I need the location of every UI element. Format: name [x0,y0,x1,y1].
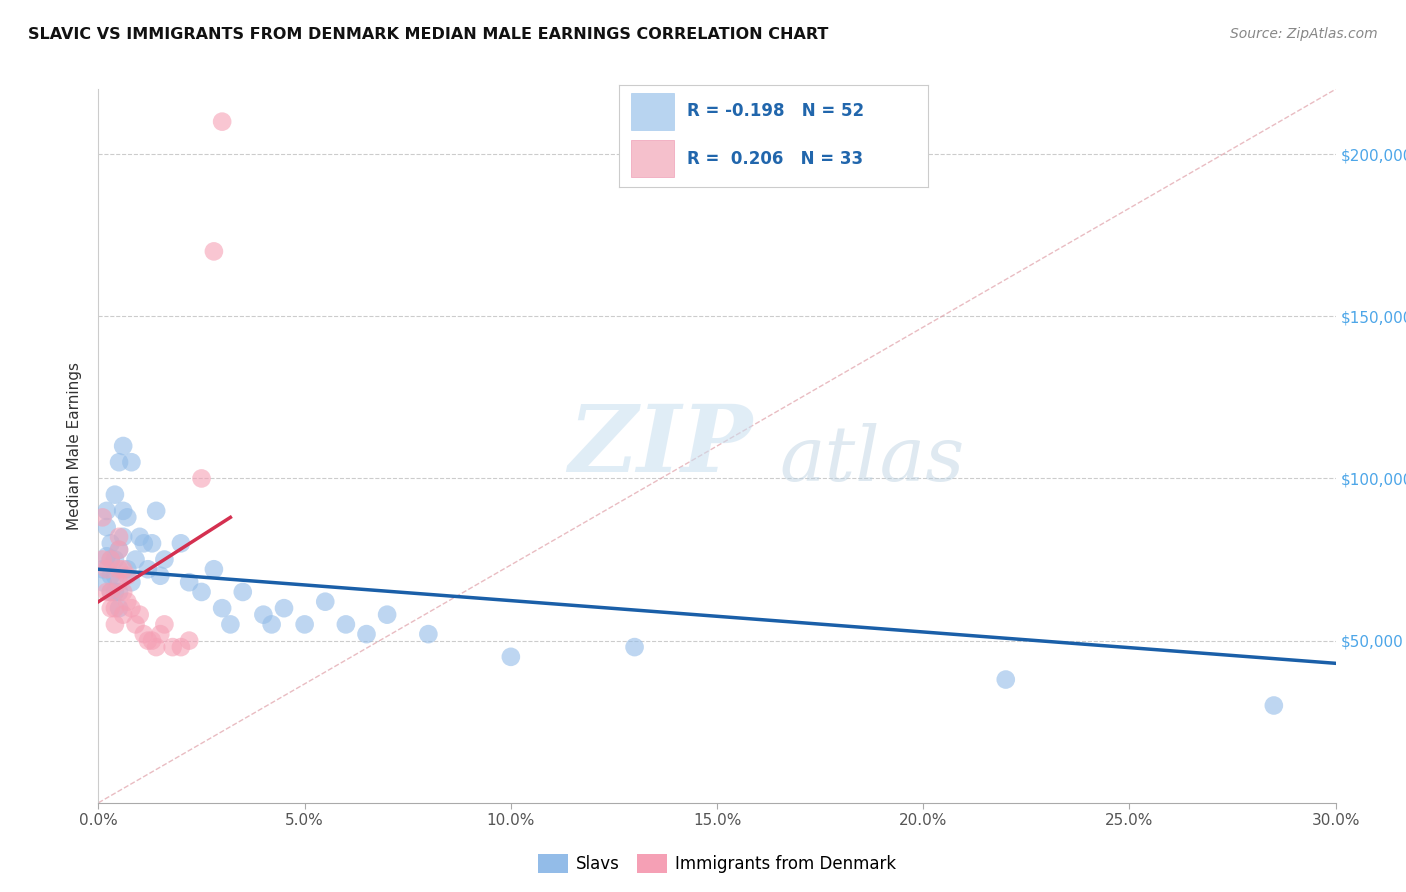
Point [375,607,398,622]
Text: Source: ZipAtlas.com: Source: ZipAtlas.com [1230,27,1378,41]
Point [96,520,118,534]
Point [211,114,233,128]
Point [132,536,155,550]
Point [108,542,131,557]
Point [104,601,127,615]
Point [136,633,159,648]
Point [128,530,150,544]
Point [117,510,139,524]
Point [128,607,150,622]
Point [100,601,122,615]
Point [108,562,131,576]
Point [170,640,193,654]
Point [994,673,1017,687]
Point [100,552,122,566]
Text: ZIP: ZIP [568,401,752,491]
Point [96,504,118,518]
Point [112,562,135,576]
Point [260,617,283,632]
Point [100,568,122,582]
Point [314,595,336,609]
Point [104,568,127,582]
Point [104,488,127,502]
Point [108,585,131,599]
Point [112,585,135,599]
Point [499,649,522,664]
Bar [631,93,675,130]
Point [202,244,225,259]
Point [294,617,316,632]
Point [623,640,645,654]
Point [202,562,225,576]
Point [96,585,118,599]
Point [190,585,212,599]
Point [104,617,127,632]
Point [1263,698,1285,713]
Point [170,536,193,550]
Point [108,530,131,544]
Point [252,607,274,622]
Legend: Slavs, Immigrants from Denmark: Slavs, Immigrants from Denmark [531,847,903,880]
Point [273,601,295,615]
Point [91,552,114,566]
Point [211,601,233,615]
Point [145,504,167,518]
Y-axis label: Median Male Earnings: Median Male Earnings [67,362,83,530]
Point [100,585,122,599]
Point [141,536,163,550]
Point [162,640,184,654]
Point [120,455,142,469]
Point [120,601,142,615]
Point [141,633,163,648]
Point [153,617,176,632]
Point [100,552,122,566]
Point [356,627,378,641]
Point [100,585,122,599]
Point [117,595,139,609]
Point [219,617,242,632]
Text: R = -0.198   N = 52: R = -0.198 N = 52 [686,103,863,120]
Point [179,575,201,590]
Point [96,562,118,576]
Point [179,633,201,648]
Point [108,601,131,615]
Point [149,627,172,641]
Point [108,455,131,469]
Point [91,562,114,576]
Point [132,627,155,641]
Bar [631,140,675,177]
Point [335,617,357,632]
Point [91,510,114,524]
Point [232,585,254,599]
Point [112,530,135,544]
Point [108,542,131,557]
Point [112,504,135,518]
Point [124,617,146,632]
Text: SLAVIC VS IMMIGRANTS FROM DENMARK MEDIAN MALE EARNINGS CORRELATION CHART: SLAVIC VS IMMIGRANTS FROM DENMARK MEDIAN… [28,27,828,42]
Point [108,575,131,590]
Point [104,552,127,566]
Point [418,627,440,641]
Text: atlas: atlas [779,424,965,497]
Point [91,575,114,590]
Point [104,585,127,599]
Point [124,552,146,566]
Point [112,439,135,453]
Point [120,575,142,590]
Point [96,549,118,564]
Point [100,536,122,550]
Text: R =  0.206   N = 33: R = 0.206 N = 33 [686,150,863,168]
Point [136,562,159,576]
Point [190,471,212,485]
Point [153,552,176,566]
Point [149,568,172,582]
Point [112,607,135,622]
Point [117,562,139,576]
Point [117,568,139,582]
Point [145,640,167,654]
